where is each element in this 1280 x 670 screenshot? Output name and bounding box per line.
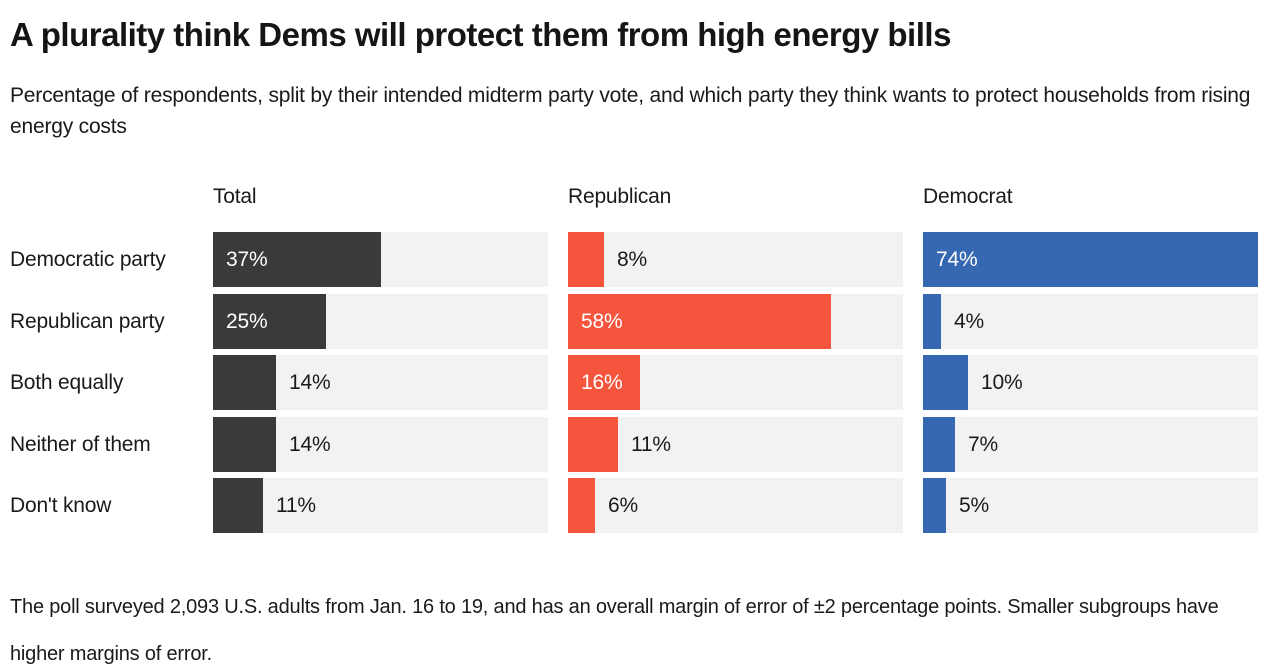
column-header-total: Total xyxy=(213,185,257,208)
bar-republican xyxy=(568,232,604,287)
bar-track: 14% xyxy=(213,417,548,472)
bar-track: 74% xyxy=(923,232,1258,287)
bar-track: 11% xyxy=(568,417,903,472)
bar-track: 8% xyxy=(568,232,903,287)
bar-republican xyxy=(568,355,640,410)
bar-value-label: 11% xyxy=(631,432,671,456)
bar-value-label: 14% xyxy=(289,432,331,456)
bar-track: 25% xyxy=(213,294,548,349)
bar-value-label: 14% xyxy=(289,370,331,394)
bar-value-label: 10% xyxy=(981,370,1023,394)
bar-track: 10% xyxy=(923,355,1258,410)
bar-total xyxy=(213,232,381,287)
column-header-republican: Republican xyxy=(568,185,672,208)
bar-total xyxy=(213,355,276,410)
bar-track: 6% xyxy=(568,478,903,533)
bar-democrat xyxy=(923,478,946,533)
bar-total xyxy=(213,417,276,472)
bar-track: 7% xyxy=(923,417,1258,472)
footnote: The poll surveyed 2,093 U.S. adults from… xyxy=(10,596,1219,665)
bar-total xyxy=(213,478,263,533)
bar-track: 5% xyxy=(923,478,1258,533)
bar-track: 11% xyxy=(213,478,548,533)
bar-total xyxy=(213,294,326,349)
row-label: Democratic party xyxy=(10,247,166,271)
bar-value-label: 4% xyxy=(954,309,984,333)
bar-value-label: 6% xyxy=(608,493,638,517)
column-header-democrat: Democrat xyxy=(923,185,1013,208)
bar-track: 14% xyxy=(213,355,548,410)
bar-republican xyxy=(568,294,831,349)
bar-value-label: 5% xyxy=(959,493,989,517)
bar-track: 4% xyxy=(923,294,1258,349)
bar-democrat xyxy=(923,232,1258,287)
bar-republican xyxy=(568,478,595,533)
bar-value-label: 16% xyxy=(581,370,623,394)
bar-value-label: 74% xyxy=(936,247,978,271)
row-label: Both equally xyxy=(10,370,124,394)
bar-value-label: 8% xyxy=(617,247,647,271)
bar-track: 37% xyxy=(213,232,548,287)
bar-value-label: 37% xyxy=(226,247,268,271)
bar-value-label: 7% xyxy=(968,432,998,456)
bar-republican xyxy=(568,417,618,472)
row-label: Neither of them xyxy=(10,432,151,456)
page-subtitle: Percentage of respondents, split by thei… xyxy=(10,84,1251,138)
bar-track: 16% xyxy=(568,355,903,410)
bar-value-label: 58% xyxy=(581,309,623,333)
bar-democrat xyxy=(923,355,968,410)
bar-democrat xyxy=(923,417,955,472)
bar-value-label: 11% xyxy=(276,493,316,517)
bar-democrat xyxy=(923,294,941,349)
row-label: Republican party xyxy=(10,309,165,333)
page-title: A plurality think Dems will protect them… xyxy=(10,16,951,53)
bar-track: 58% xyxy=(568,294,903,349)
row-label: Don't know xyxy=(10,493,112,517)
bar-value-label: 25% xyxy=(226,309,268,333)
